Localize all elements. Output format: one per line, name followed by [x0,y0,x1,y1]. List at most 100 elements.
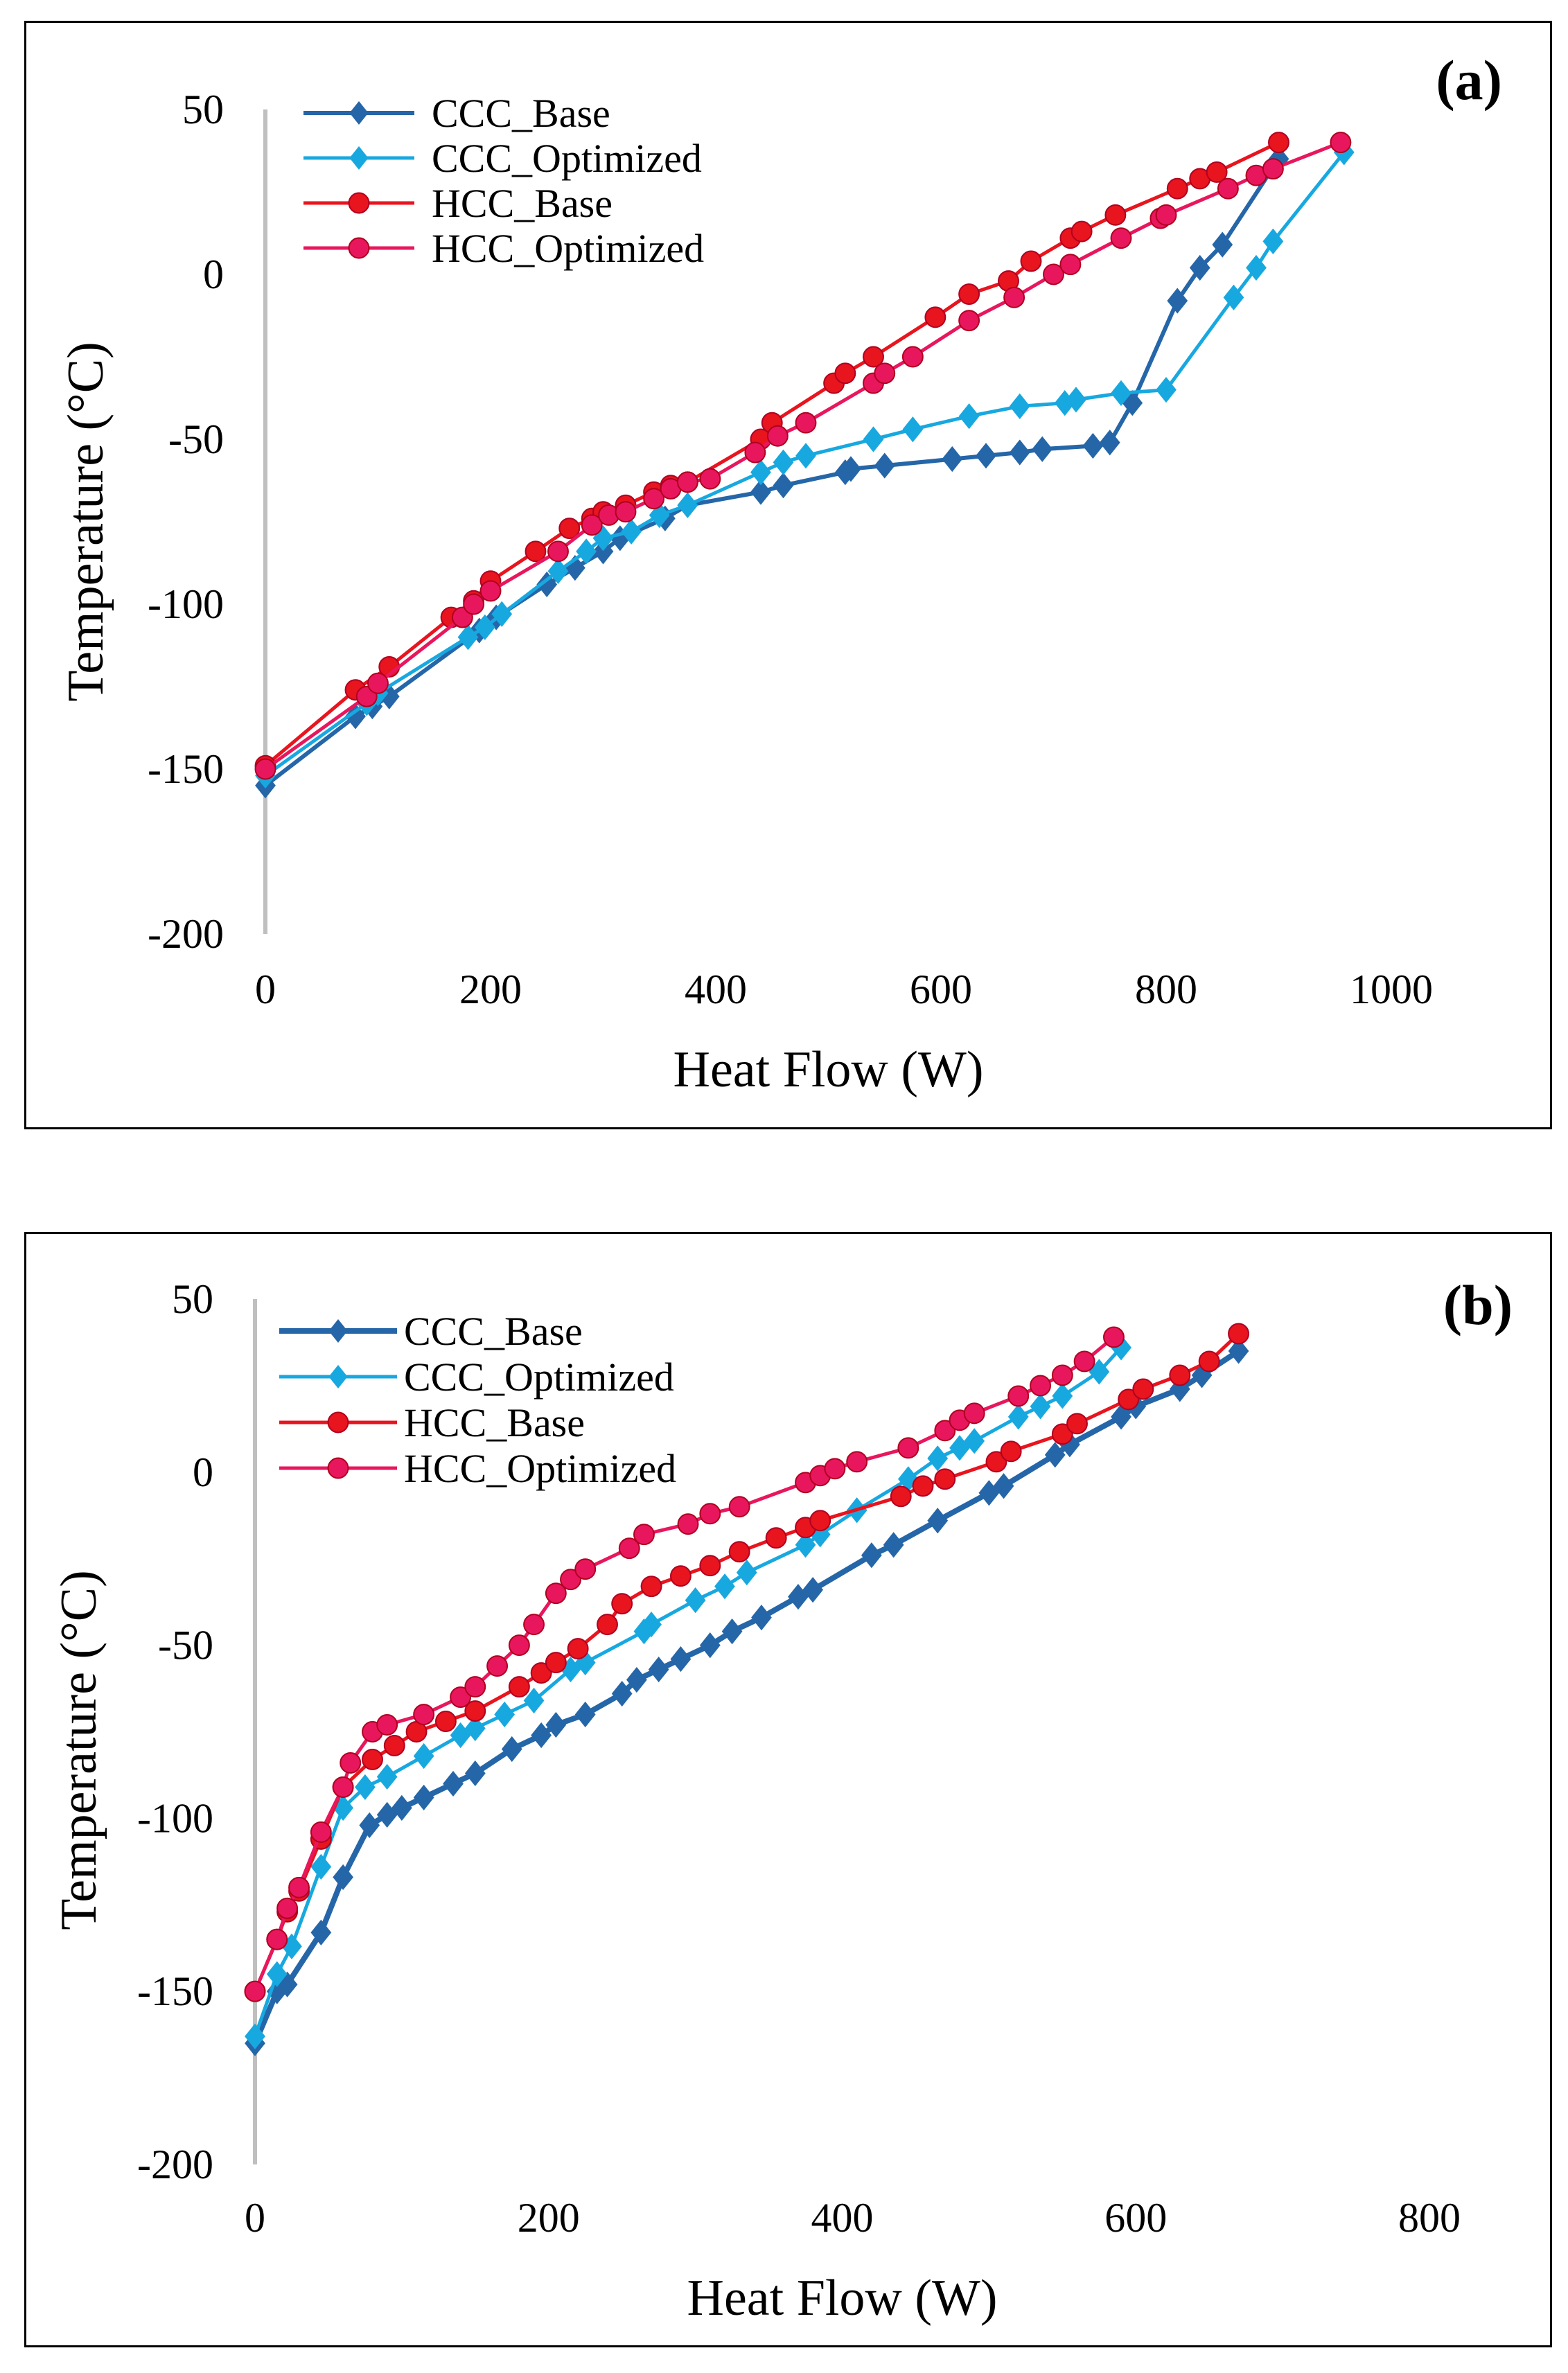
legend-marker [328,1365,348,1388]
data-point [1051,1364,1073,1386]
legend-marker [327,1457,349,1479]
data-point [621,518,642,545]
data-point [1099,430,1120,456]
data-point [902,416,924,443]
data-point [362,1749,383,1770]
data-point [486,1655,509,1677]
x-tick-label: 600 [1104,2195,1167,2241]
legend-label: CCC_Base [404,1309,583,1354]
data-point [494,1701,516,1728]
y-tick-label: -150 [148,746,224,792]
data-point [1118,1388,1140,1411]
data-point [874,452,895,479]
data-point [383,1735,405,1756]
data-point [1059,254,1082,276]
y-tick-label: -100 [137,1795,213,1841]
y-axis-title: Temperature (°C) [58,342,114,702]
data-point [846,1451,868,1473]
series-ccc-optimized [245,1334,1131,2049]
x-tick-label: 0 [245,2195,265,2241]
data-point [863,346,884,368]
legend-label: CCC_Optimized [432,136,702,181]
series-line [252,1348,1240,2045]
data-point [788,1584,809,1610]
data-point [958,403,980,430]
data-point [874,362,896,385]
data-point [714,1573,735,1600]
data-point [1111,1404,1131,1430]
series-hcc-base [244,1323,1250,2002]
legend-entry: HCC_Optimized [303,226,704,271]
y-tick-label: 0 [193,1449,213,1495]
y-tick-label: 0 [203,252,224,297]
data-point [1132,1378,1154,1400]
legend-label: HCC_Optimized [432,226,704,271]
data-point [765,1527,787,1549]
data-point [1166,177,1188,200]
data-point [1009,393,1030,420]
data-point [912,1475,934,1497]
data-point [677,1513,699,1535]
data-point [288,1876,310,1898]
data-point [523,1614,545,1636]
data-point [840,456,861,482]
y-tick-label: -50 [168,416,224,462]
data-point [963,1402,985,1424]
series-ccc-base [255,145,1289,799]
data-point [567,1638,589,1660]
data-point [1330,132,1352,154]
data-point [1169,1364,1191,1386]
data-point [699,1632,721,1659]
data-point [721,1618,743,1645]
data-point [413,1743,434,1770]
data-point [359,1812,380,1838]
data-point [1212,231,1233,258]
data-point [333,1864,354,1890]
legend-entry: CCC_Base [303,91,610,136]
data-point [1066,387,1086,413]
data-point [1071,220,1093,242]
data-point [993,1473,1014,1499]
data-point [464,1676,486,1698]
data-point [861,1542,882,1569]
panel-label: (a) [1436,48,1502,112]
data-point [1051,1423,1073,1445]
data-point [1007,1404,1029,1430]
data-point [245,2023,265,2049]
data-point [434,1711,457,1732]
data-point [1030,1393,1051,1420]
x-tick-label: 200 [459,967,522,1012]
data-point [1167,288,1188,314]
legend-entry: CCC_Base [279,1309,583,1354]
x-axis-title: Heat Flow (W) [687,2270,998,2327]
data-point [1217,177,1239,200]
legend-label: CCC_Optimized [404,1355,674,1400]
data-point [958,283,980,306]
series-line [264,157,1281,788]
data-point [901,346,924,368]
x-tick-label: 800 [1398,2195,1461,2241]
data-point [1198,1350,1220,1373]
data-point [1030,1375,1051,1397]
data-point [795,443,816,469]
data-point [834,362,856,385]
legend-label: HCC_Optimized [404,1446,676,1491]
data-point [310,1919,332,1946]
chart-a-canvas: 0 200 400 600 800 1000 -200 -150 -100 -50 0 50 Heat … [58,48,1502,1098]
series-line [253,1346,1122,2037]
chart-b-canvas: 0 200 400 600 800 -200 -150 -100 -50 0 50 Heat Flow… [51,1273,1513,2327]
data-point [766,425,789,447]
data-point [964,1428,985,1454]
data-point [254,758,276,780]
panel-label: (b) [1443,1273,1513,1337]
legend-entry: CCC_Optimized [279,1355,674,1400]
data-point [611,1680,633,1707]
data-point [345,703,366,730]
data-point [450,1722,471,1749]
data-point [560,1569,581,1591]
legend-marker [349,101,369,125]
data-point [626,1666,647,1693]
data-point [547,558,569,585]
data-point [310,1853,332,1880]
data-point [751,1605,772,1631]
